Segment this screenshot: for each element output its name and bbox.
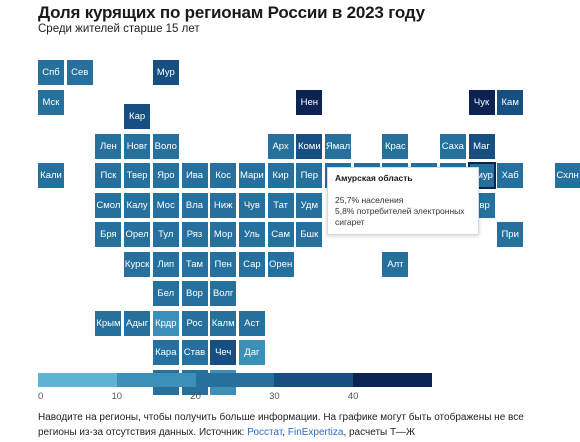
region-tile[interactable]: Новг: [124, 133, 151, 159]
region-tile[interactable]: Ива: [181, 163, 208, 189]
legend-segment: [195, 373, 275, 387]
region-tile[interactable]: Пен: [210, 251, 237, 277]
region-tile[interactable]: Бшк: [296, 222, 323, 248]
region-tile[interactable]: Рос: [181, 310, 208, 336]
region-tile[interactable]: Спб: [38, 60, 64, 85]
region-tile[interactable]: Тул: [152, 222, 179, 248]
region-tile[interactable]: Хаб: [497, 163, 524, 189]
region-tile[interactable]: Сам: [267, 222, 294, 248]
legend-segment: [38, 373, 117, 387]
region-tile[interactable]: Алт: [382, 251, 409, 277]
tooltip-smokers-share: 25,7% населения: [335, 195, 404, 205]
region-tile[interactable]: Тат: [267, 192, 294, 218]
legend-segment: [116, 373, 196, 387]
region-tile[interactable]: Лен: [95, 133, 122, 159]
region-tile[interactable]: Чеч: [210, 340, 237, 366]
legend-segment: [353, 373, 432, 387]
region-tile[interactable]: Калм: [210, 310, 237, 336]
region-tile[interactable]: Кос: [210, 163, 237, 189]
legend-ticks: 0 10 20 30 40: [38, 391, 438, 403]
region-tile[interactable]: Уль: [238, 222, 265, 248]
region-tile[interactable]: Смол: [95, 192, 122, 218]
region-tile[interactable]: Кар: [124, 104, 151, 130]
tooltip-region-name: Амурская область: [335, 173, 413, 183]
region-tile[interactable]: Сар: [238, 251, 265, 277]
region-tile[interactable]: Мари: [238, 163, 265, 189]
region-tile[interactable]: Чув: [238, 192, 265, 218]
region-tile[interactable]: Сев: [66, 60, 93, 85]
legend-tick-label: 20: [190, 391, 201, 402]
region-tile[interactable]: Лип: [152, 251, 179, 277]
source-link-finexpertiza[interactable]: FinExpertiza: [287, 427, 344, 438]
region-tile[interactable]: Яро: [152, 163, 179, 189]
footnote-text: Наводите на регионы, чтобы получить боль…: [38, 412, 524, 438]
region-tile[interactable]: Маг: [468, 133, 495, 159]
region-tile[interactable]: Крдр: [152, 310, 179, 336]
region-tile[interactable]: Чук: [468, 89, 495, 115]
region-tile[interactable]: Калу: [124, 192, 151, 218]
region-tile[interactable]: Даг: [238, 340, 265, 366]
legend-tick-label: 40: [347, 391, 359, 402]
region-tile[interactable]: Волг: [210, 281, 237, 307]
region-tile[interactable]: Став: [181, 340, 208, 366]
region-tile[interactable]: Кали: [38, 163, 64, 189]
region-tile[interactable]: Бел: [152, 281, 179, 307]
region-tile[interactable]: Ямал: [325, 133, 351, 159]
region-tile[interactable]: Пер: [296, 163, 323, 189]
page-subtitle: Среди жителей старше 15 лет: [38, 23, 200, 35]
region-tile[interactable]: Кам: [497, 89, 524, 115]
footnote-text-end: , расчеты Т—Ж: [343, 427, 416, 438]
region-tile[interactable]: Саха: [439, 133, 466, 159]
region-tile[interactable]: Бря: [95, 222, 122, 248]
color-legend: [38, 373, 432, 387]
region-tile[interactable]: Нен: [296, 89, 323, 115]
tooltip-ecig-share-cont: сигарет: [335, 217, 365, 227]
region-tile-map: Спб Сев Мур Мск Нен Чук Кам Кар Лен Новг Воло Арх Ко…: [38, 60, 580, 395]
region-tile[interactable]: Вор: [181, 281, 208, 307]
region-tile[interactable]: Там: [181, 251, 208, 277]
region-tile[interactable]: Арх: [267, 133, 294, 159]
region-tile[interactable]: Орен: [267, 251, 294, 277]
legend-tick-label: 0: [38, 391, 44, 402]
region-tile[interactable]: Курск: [124, 251, 151, 277]
footnote-sep: ,: [282, 427, 288, 438]
legend-segment: [274, 373, 354, 387]
region-tile[interactable]: Вла: [181, 192, 208, 218]
region-tile[interactable]: Мур: [152, 60, 179, 85]
region-tile[interactable]: Крас: [382, 133, 409, 159]
region-tile[interactable]: Аст: [238, 310, 265, 336]
region-tile[interactable]: Схлн: [554, 163, 580, 189]
legend-tick-label: 30: [269, 391, 280, 402]
region-tile[interactable]: Крым: [95, 310, 122, 336]
region-tile[interactable]: Мос: [152, 192, 179, 218]
region-tile[interactable]: Кара: [152, 340, 179, 366]
region-tile[interactable]: Удм: [296, 192, 323, 218]
region-tile[interactable]: Адыг: [124, 310, 151, 336]
region-tile[interactable]: Пск: [95, 163, 122, 189]
region-tile[interactable]: Коми: [296, 133, 323, 159]
region-tile[interactable]: Кир: [267, 163, 294, 189]
region-tile[interactable]: Ниж: [210, 192, 237, 218]
region-tile[interactable]: Орел: [124, 222, 151, 248]
footnote: Наводите на регионы, чтобы получить боль…: [38, 410, 558, 440]
region-tile[interactable]: Мор: [210, 222, 237, 248]
region-tile[interactable]: При: [497, 222, 524, 248]
region-tile[interactable]: Твер: [124, 163, 151, 189]
legend-tick-label: 10: [111, 391, 123, 402]
source-link-rosstat[interactable]: Росстат: [247, 427, 283, 438]
tooltip-ecig-share: 5,8% потребителей электронных: [335, 206, 465, 216]
region-tile[interactable]: Воло: [152, 133, 179, 159]
page-title: Доля курящих по регионам России в 2023 г…: [38, 3, 425, 22]
region-tile[interactable]: Ряз: [181, 222, 208, 248]
region-tile[interactable]: Мск: [38, 89, 64, 115]
region-tooltip: Амурская область 25,7% населения 5,8% по…: [327, 167, 479, 235]
